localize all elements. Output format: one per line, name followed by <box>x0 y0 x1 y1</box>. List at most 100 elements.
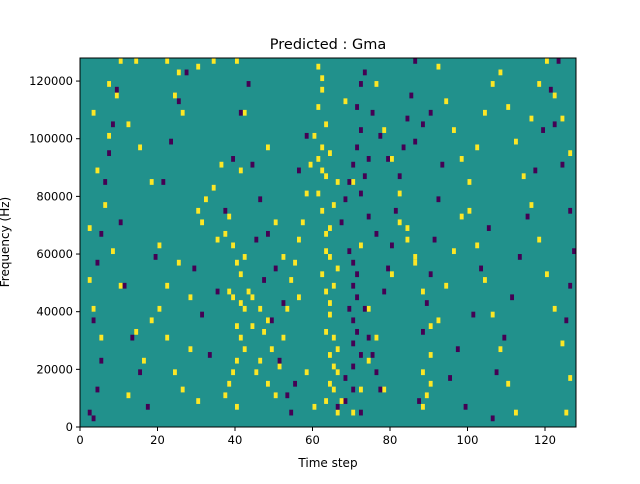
heatmap-cell-high <box>211 58 216 64</box>
heatmap-cell-high <box>467 207 472 214</box>
heatmap-cell-high <box>258 357 263 364</box>
heatmap-cell-high <box>498 346 503 353</box>
heatmap-cell-high <box>173 369 177 376</box>
heatmap-cell-high <box>118 58 123 64</box>
heatmap-cell-low <box>351 259 356 266</box>
heatmap-cell-high <box>304 369 309 376</box>
heatmap-cell-low <box>424 300 429 306</box>
x-tick-label: 0 <box>76 433 83 447</box>
heatmap-cell-high <box>285 305 290 312</box>
heatmap-cell-high <box>235 357 239 364</box>
heatmap-cell-low <box>362 173 367 180</box>
heatmap-cell-high <box>266 380 270 387</box>
x-tick-label: 20 <box>150 433 165 447</box>
heatmap-cell-low <box>351 161 356 168</box>
y-tick-label: 80000 <box>36 189 73 203</box>
heatmap-cell-high <box>235 403 239 410</box>
heatmap-cell-low <box>397 173 402 180</box>
heatmap-cell-low <box>366 213 371 220</box>
heatmap-cell-low <box>548 86 553 93</box>
heatmap-cell-high <box>277 363 282 370</box>
heatmap-cell-low <box>95 259 100 266</box>
heatmap-cell-low <box>362 69 367 76</box>
heatmap-cell-low <box>351 317 356 324</box>
heatmap-cell-low <box>362 305 367 312</box>
heatmap-cell-high <box>266 144 270 151</box>
heatmap-cell-high <box>343 98 348 105</box>
heatmap-cell-low <box>448 375 453 381</box>
heatmap-cell-high <box>324 398 329 404</box>
heatmap-cell-high <box>316 63 321 70</box>
heatmap-cell-low <box>207 352 212 358</box>
heatmap-cell-high <box>335 409 340 416</box>
heatmap-cell-high <box>331 202 336 208</box>
heatmap-cell-high <box>173 92 177 99</box>
heatmap-cell-high <box>196 398 201 404</box>
heatmap-cell-low <box>463 403 468 410</box>
heatmap-cell-high <box>351 179 356 185</box>
heatmap-cell-low <box>335 403 340 410</box>
heatmap-cell-low <box>355 294 360 301</box>
heatmap-cell-high <box>273 219 278 226</box>
heatmap-cell-low <box>246 81 251 87</box>
heatmap-cell-low <box>347 305 352 312</box>
heatmap-cell-high <box>413 259 418 266</box>
heatmap-cell-low <box>382 288 387 295</box>
x-tick-label: 100 <box>457 433 479 447</box>
heatmap-cell-high <box>529 202 534 208</box>
heatmap-cell-high <box>328 225 332 231</box>
heatmap-cell-low <box>366 334 371 341</box>
heatmap-cell-high <box>304 190 309 197</box>
heatmap-cell-low <box>138 369 143 376</box>
heatmap-cell-low <box>355 271 360 278</box>
heatmap-cell-high <box>223 392 228 399</box>
heatmap-cell-high <box>421 369 425 376</box>
heatmap-cell-high <box>320 75 325 82</box>
heatmap-cell-high <box>238 167 243 174</box>
plot-area <box>80 58 576 427</box>
y-tick-label: 40000 <box>36 305 73 319</box>
heatmap-cell-high <box>149 317 154 324</box>
heatmap-cell-high <box>324 288 329 295</box>
heatmap-cell-high <box>382 127 387 133</box>
heatmap-cell-low <box>145 403 150 410</box>
heatmap-cell-low <box>386 265 391 272</box>
heatmap-cell-high <box>134 58 139 64</box>
heatmap-cell-high <box>320 271 325 278</box>
heatmap-cell-low <box>417 398 422 404</box>
heatmap-cell-high <box>405 225 410 231</box>
heatmap-cell-high <box>552 305 557 312</box>
heatmap-cell-high <box>421 403 425 410</box>
heatmap-cell-high <box>103 202 108 208</box>
heatmap-cell-high <box>316 104 321 110</box>
heatmap-cell-low <box>95 386 100 393</box>
y-axis: 0 20000 40000 60000 80000 100000 120000 <box>29 74 80 434</box>
heatmap-cell-high <box>238 334 243 341</box>
y-tick-label: 100000 <box>29 132 73 146</box>
y-tick-label: 0 <box>66 420 73 434</box>
heatmap-cell-high <box>436 317 441 324</box>
heatmap-cell-high <box>107 81 112 87</box>
heatmap-cell-high <box>142 357 146 364</box>
heatmap-cell-low <box>266 230 270 237</box>
heatmap-cell-low <box>281 300 286 306</box>
heatmap-cell-low <box>114 86 119 93</box>
heatmap-cell-high <box>250 323 255 329</box>
heatmap-cell-low <box>347 179 352 185</box>
heatmap-cell-low <box>304 132 309 139</box>
heatmap-cell-high <box>126 121 131 128</box>
heatmap-cell-low <box>200 311 205 318</box>
y-tick-label: 20000 <box>36 362 73 376</box>
heatmap-cell-high <box>444 98 449 105</box>
heatmap-cell-high <box>238 300 243 306</box>
heatmap-cell-high <box>316 190 321 197</box>
heatmap-cell-low <box>343 196 348 203</box>
heatmap-cell-low <box>525 213 530 220</box>
heatmap-cell-low <box>486 225 491 231</box>
heatmap-cell-high <box>475 144 480 151</box>
heatmap-cell-low <box>421 328 425 335</box>
heatmap-cell-low <box>432 236 437 243</box>
high-value-cells <box>87 58 573 416</box>
heatmap-cell-high <box>231 369 236 376</box>
heatmap-cell-high <box>405 236 410 243</box>
